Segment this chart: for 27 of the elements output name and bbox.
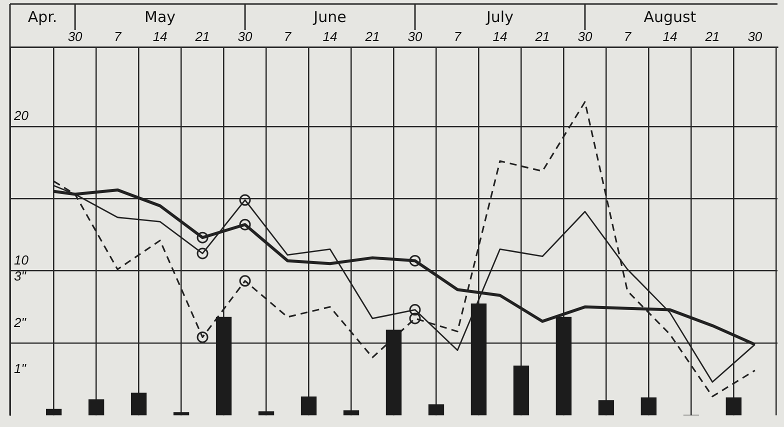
x-tick-label: 21 bbox=[194, 28, 210, 44]
x-tick-label: 14 bbox=[152, 28, 168, 44]
y2-tick-label: 1" bbox=[14, 360, 28, 376]
text: May bbox=[144, 8, 176, 26]
text: June bbox=[312, 8, 346, 26]
text: August bbox=[644, 8, 696, 26]
x-tick-label: 30 bbox=[748, 28, 763, 44]
y2-tick-label: 3" bbox=[14, 268, 28, 284]
x-tick-label: 7 bbox=[114, 28, 122, 44]
x-tick-label: 30 bbox=[68, 28, 84, 44]
x-tick-label: 7 bbox=[624, 28, 632, 44]
x-tick-label: 21 bbox=[704, 28, 720, 44]
x-tick-label: 14 bbox=[662, 28, 678, 44]
x-tick-label: 30 bbox=[578, 28, 593, 44]
x-tick-label: 14 bbox=[322, 28, 338, 44]
x-tick-label: 7 bbox=[284, 28, 292, 44]
text: July bbox=[485, 8, 514, 26]
y-tick-label: 10 bbox=[14, 252, 30, 268]
y-tick-label: 20 bbox=[13, 108, 30, 124]
x-tick-label: 21 bbox=[364, 28, 380, 44]
x-tick-label: 7 bbox=[454, 28, 462, 44]
x-tick-label: 30 bbox=[238, 28, 254, 44]
x-tick-label: 30 bbox=[408, 28, 423, 44]
x-tick-label: 21 bbox=[534, 28, 550, 44]
x-tick-label: 14 bbox=[492, 28, 508, 44]
y2-tick-label: 2" bbox=[13, 314, 28, 330]
text: Apr. bbox=[28, 8, 58, 26]
